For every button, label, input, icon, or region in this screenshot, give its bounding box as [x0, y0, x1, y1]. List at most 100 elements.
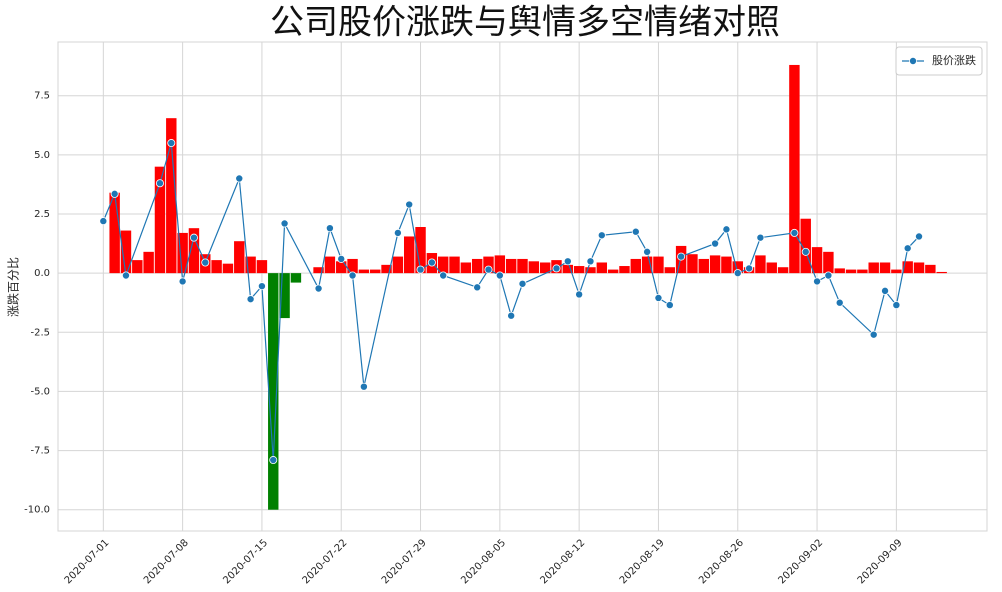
- bar: [653, 256, 664, 274]
- point: [597, 231, 606, 240]
- bar: [573, 266, 585, 274]
- point: [801, 247, 810, 256]
- point: [677, 252, 686, 261]
- legend-box: [895, 46, 983, 76]
- bar: [698, 258, 709, 274]
- point: [189, 233, 198, 242]
- point: [643, 247, 652, 256]
- point: [178, 277, 187, 286]
- bar: [789, 64, 800, 274]
- bar: [811, 247, 823, 274]
- y-tick-label: -5.0: [30, 386, 50, 397]
- point: [665, 301, 674, 310]
- point: [427, 258, 436, 267]
- point: [518, 279, 527, 288]
- bar: [902, 261, 913, 274]
- bar: [562, 264, 574, 274]
- point: [654, 293, 663, 302]
- point: [110, 189, 119, 198]
- legend-label: 股价涨跌: [932, 53, 976, 67]
- bar: [381, 264, 392, 274]
- bar: [336, 261, 347, 274]
- bar: [891, 269, 902, 274]
- bar: [109, 192, 120, 274]
- point: [416, 265, 425, 274]
- point: [586, 257, 595, 266]
- point: [337, 254, 346, 263]
- bar: [143, 251, 154, 274]
- bar: [845, 269, 857, 274]
- point: [393, 228, 402, 237]
- bar: [392, 256, 404, 274]
- bar: [641, 256, 653, 274]
- bar: [732, 261, 743, 274]
- point: [552, 264, 561, 273]
- bar: [370, 269, 381, 274]
- bar: [687, 254, 698, 274]
- bar: [245, 256, 256, 274]
- bar: [154, 166, 166, 274]
- point: [631, 227, 640, 236]
- bar: [234, 241, 245, 274]
- legend: 股价涨跌: [895, 46, 983, 76]
- x-tick-label: 2020-07-22: [301, 537, 350, 586]
- x-tick-label: 2020-07-08: [142, 537, 191, 586]
- point: [235, 174, 244, 183]
- bar: [415, 227, 426, 274]
- bar: [313, 267, 324, 274]
- bar: [925, 264, 936, 274]
- x-tick-label: 2020-08-26: [697, 537, 746, 586]
- bar: [777, 267, 789, 274]
- x-tick-label: 2020-07-29: [380, 537, 429, 586]
- point: [575, 290, 584, 299]
- bar: [290, 273, 302, 283]
- point: [903, 244, 912, 253]
- bar: [211, 260, 222, 274]
- bar: [766, 262, 777, 274]
- point: [813, 277, 822, 286]
- x-tick-label: 2020-07-01: [63, 537, 112, 586]
- y-axis-label: 涨跌百分比: [6, 257, 21, 317]
- bar: [913, 262, 925, 274]
- bar: [755, 255, 766, 274]
- bar: [222, 263, 234, 274]
- legend-marker: [909, 57, 918, 66]
- bar: [279, 273, 290, 319]
- point: [745, 264, 754, 273]
- point: [824, 271, 833, 280]
- point: [257, 282, 266, 291]
- y-tick-label: 2.5: [34, 209, 50, 220]
- bar: [494, 255, 506, 274]
- point: [167, 139, 176, 148]
- bar: [460, 262, 472, 274]
- point: [439, 271, 448, 280]
- bar: [709, 255, 721, 274]
- x-tick-label: 2020-09-02: [776, 537, 825, 586]
- bar: [607, 269, 619, 274]
- bar: [471, 258, 483, 274]
- point: [892, 301, 901, 310]
- point: [835, 298, 844, 307]
- bar: [619, 266, 630, 274]
- y-tick-label: -10.0: [24, 505, 50, 516]
- bar: [539, 262, 551, 274]
- x-tick-label: 2020-08-12: [539, 537, 588, 586]
- point: [473, 283, 482, 292]
- x-tick-label: 2020-09-09: [856, 537, 905, 586]
- bar: [936, 271, 947, 274]
- bar: [403, 236, 415, 274]
- point: [507, 311, 516, 320]
- bar: [449, 256, 460, 274]
- bar: [358, 269, 370, 274]
- point: [121, 271, 130, 280]
- x-tick-label: 2020-08-19: [618, 537, 667, 586]
- bar: [721, 256, 732, 274]
- point: [348, 271, 357, 280]
- point: [790, 228, 799, 237]
- point: [495, 271, 504, 280]
- bar: [120, 230, 132, 274]
- point: [201, 258, 210, 267]
- bar: [517, 258, 528, 274]
- point: [359, 382, 368, 391]
